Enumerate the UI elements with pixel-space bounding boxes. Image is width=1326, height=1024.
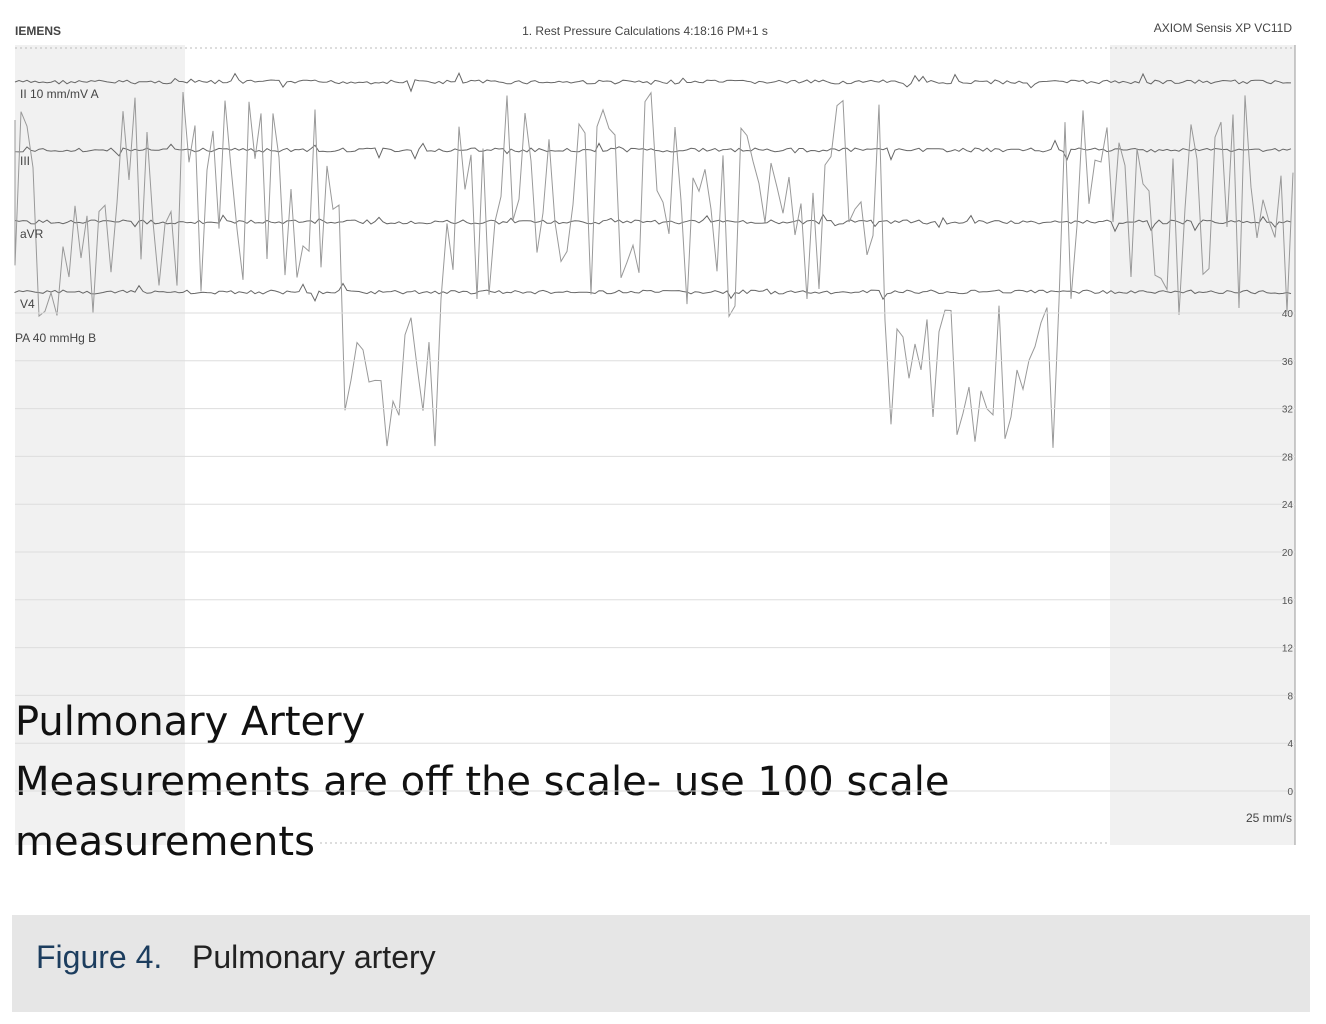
lead-label: II 10 mm/mV A (20, 87, 99, 101)
scale-tick-label: 32 (1282, 405, 1294, 416)
overlay-text: Pulmonary Artery (15, 699, 365, 745)
scale-tick-label: 0 (1287, 787, 1293, 798)
scale-tick-label: 24 (1282, 500, 1294, 511)
speed-label: 25 mm/s (1246, 811, 1292, 825)
ecg-trace (14, 213, 1292, 233)
shaded-region (1110, 45, 1295, 845)
overlay-text: Measurements are off the scale- use 100 … (15, 759, 950, 805)
shaded-region (15, 45, 185, 845)
scale-tick-label: 8 (1287, 691, 1293, 702)
overlay-text: measurements (15, 819, 315, 865)
ecg-trace (14, 282, 1292, 302)
scale-tick-label: 12 (1282, 644, 1294, 655)
lead-label: aVR (20, 227, 44, 241)
waveforms (14, 71, 1294, 448)
caption-label: Figure 4. (36, 939, 162, 975)
ecg-trace (14, 139, 1292, 161)
channel-label: PA 40 mmHg B (15, 331, 96, 345)
brand: IEMENS (15, 24, 61, 38)
study-label: 1. Rest Pressure Calculations 4:18:16 PM… (522, 24, 768, 38)
scale-tick-label: 28 (1282, 452, 1294, 463)
scale-tick-label: 4 (1287, 739, 1293, 750)
lead-label: V4 (20, 297, 35, 311)
scale-tick-label: 16 (1282, 596, 1294, 607)
ecg-trace (14, 71, 1292, 93)
pressure-trace (14, 91, 1294, 448)
scale-tick-label: 40 (1282, 309, 1294, 320)
caption-text: Pulmonary artery (192, 939, 436, 975)
scale-tick-label: 36 (1282, 357, 1294, 368)
scale-tick-label: 20 (1282, 548, 1294, 559)
caption-box (12, 915, 1310, 1012)
lead-label: III (20, 154, 30, 168)
system-label: AXIOM Sensis XP VC11D (1154, 21, 1293, 35)
